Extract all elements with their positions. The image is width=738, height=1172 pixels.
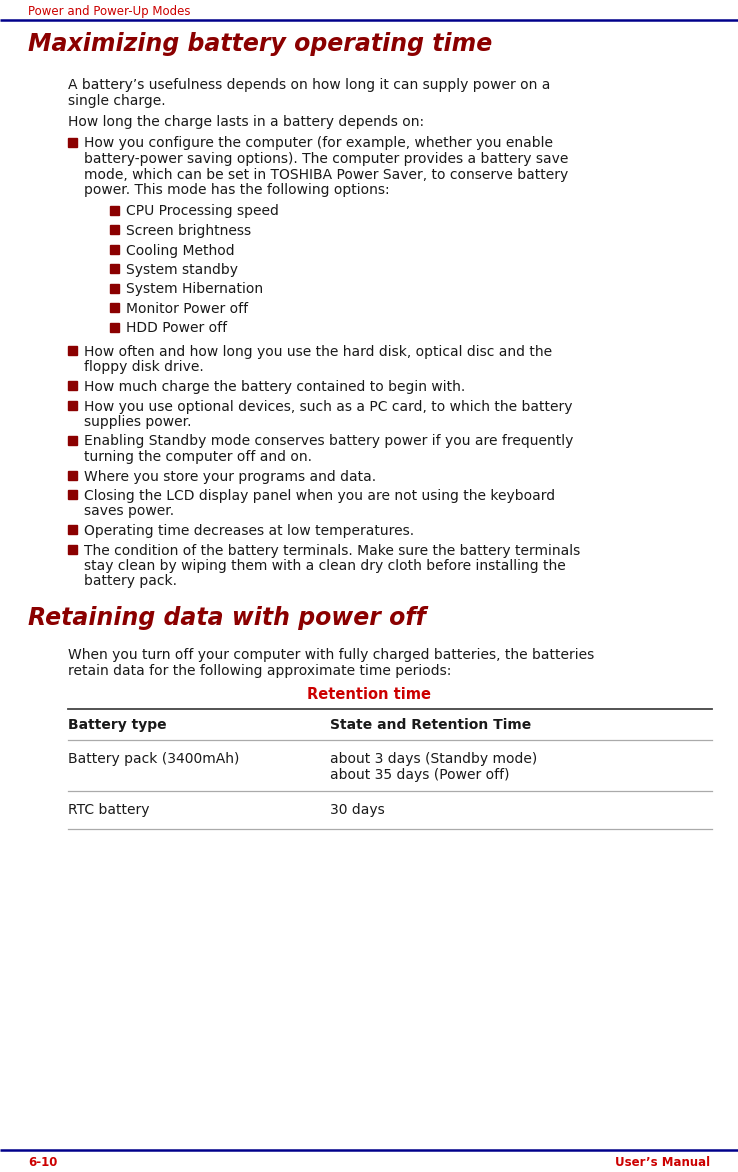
Text: 6-10: 6-10 xyxy=(28,1156,58,1168)
Bar xyxy=(68,525,77,534)
Text: turning the computer off and on.: turning the computer off and on. xyxy=(84,450,312,464)
Text: stay clean by wiping them with a clean dry cloth before installing the: stay clean by wiping them with a clean d… xyxy=(84,559,566,573)
Text: A battery’s usefulness depends on how long it can supply power on a: A battery’s usefulness depends on how lo… xyxy=(68,79,551,91)
Text: Enabling Standby mode conserves battery power if you are frequently: Enabling Standby mode conserves battery … xyxy=(84,435,573,449)
Text: State and Retention Time: State and Retention Time xyxy=(330,718,531,732)
Text: Operating time decreases at low temperatures.: Operating time decreases at low temperat… xyxy=(84,524,414,538)
Text: How often and how long you use the hard disk, optical disc and the: How often and how long you use the hard … xyxy=(84,345,552,359)
Text: Closing the LCD display panel when you are not using the keyboard: Closing the LCD display panel when you a… xyxy=(84,489,555,503)
Text: How you use optional devices, such as a PC card, to which the battery: How you use optional devices, such as a … xyxy=(84,400,573,414)
Text: System standby: System standby xyxy=(126,263,238,277)
Bar xyxy=(110,304,119,312)
Text: mode, which can be set in TOSHIBA Power Saver, to conserve battery: mode, which can be set in TOSHIBA Power … xyxy=(84,168,568,182)
Bar xyxy=(110,284,119,293)
Text: HDD Power off: HDD Power off xyxy=(126,321,227,335)
Bar xyxy=(68,346,77,355)
Text: User’s Manual: User’s Manual xyxy=(615,1156,710,1168)
Text: When you turn off your computer with fully charged batteries, the batteries: When you turn off your computer with ful… xyxy=(68,648,594,662)
Bar xyxy=(68,545,77,553)
Text: How long the charge lasts in a battery depends on:: How long the charge lasts in a battery d… xyxy=(68,115,424,129)
Bar xyxy=(68,401,77,409)
Text: saves power.: saves power. xyxy=(84,504,174,518)
Text: battery pack.: battery pack. xyxy=(84,574,177,588)
Text: about 35 days (Power off): about 35 days (Power off) xyxy=(330,768,509,782)
Text: floppy disk drive.: floppy disk drive. xyxy=(84,361,204,375)
Text: about 3 days (Standby mode): about 3 days (Standby mode) xyxy=(330,752,537,766)
Text: Cooling Method: Cooling Method xyxy=(126,244,235,258)
Text: Retention time: Retention time xyxy=(307,687,431,702)
Text: How much charge the battery contained to begin with.: How much charge the battery contained to… xyxy=(84,380,465,394)
Text: Maximizing battery operating time: Maximizing battery operating time xyxy=(28,32,492,56)
Text: battery-power saving options). The computer provides a battery save: battery-power saving options). The compu… xyxy=(84,152,568,166)
Text: How you configure the computer (for example, whether you enable: How you configure the computer (for exam… xyxy=(84,136,553,150)
Text: power. This mode has the following options:: power. This mode has the following optio… xyxy=(84,183,390,197)
Text: The condition of the battery terminals. Make sure the battery terminals: The condition of the battery terminals. … xyxy=(84,544,580,558)
Text: Retaining data with power off: Retaining data with power off xyxy=(28,606,426,631)
Bar xyxy=(110,225,119,234)
Bar xyxy=(68,381,77,390)
Text: System Hibernation: System Hibernation xyxy=(126,282,263,297)
Text: Monitor Power off: Monitor Power off xyxy=(126,302,248,316)
Bar xyxy=(110,264,119,273)
Bar xyxy=(110,322,119,332)
Text: Screen brightness: Screen brightness xyxy=(126,224,251,238)
Bar xyxy=(110,205,119,214)
Text: CPU Processing speed: CPU Processing speed xyxy=(126,204,279,218)
Text: supplies power.: supplies power. xyxy=(84,415,191,429)
Text: 30 days: 30 days xyxy=(330,803,384,817)
Text: Battery type: Battery type xyxy=(68,718,167,732)
Bar xyxy=(68,470,77,479)
Text: Power and Power-Up Modes: Power and Power-Up Modes xyxy=(28,5,190,18)
Text: Battery pack (3400mAh): Battery pack (3400mAh) xyxy=(68,752,239,766)
Text: retain data for the following approximate time periods:: retain data for the following approximat… xyxy=(68,663,452,677)
Text: single charge.: single charge. xyxy=(68,94,165,108)
Bar xyxy=(68,490,77,499)
Bar xyxy=(68,137,77,146)
Bar xyxy=(110,245,119,253)
Bar xyxy=(68,436,77,444)
Text: RTC battery: RTC battery xyxy=(68,803,150,817)
Text: Where you store your programs and data.: Where you store your programs and data. xyxy=(84,470,376,484)
